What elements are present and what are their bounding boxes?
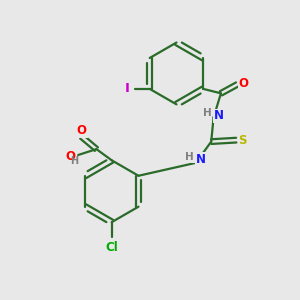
Text: I: I <box>125 82 130 95</box>
Text: H: H <box>203 108 212 118</box>
Text: H: H <box>70 157 79 166</box>
Text: S: S <box>238 134 247 147</box>
Text: O: O <box>238 76 249 89</box>
Text: Cl: Cl <box>105 241 118 254</box>
Text: N: N <box>214 110 224 122</box>
Text: H: H <box>185 152 194 162</box>
Text: O: O <box>77 124 87 137</box>
Text: O: O <box>65 150 76 163</box>
Text: N: N <box>196 153 206 167</box>
